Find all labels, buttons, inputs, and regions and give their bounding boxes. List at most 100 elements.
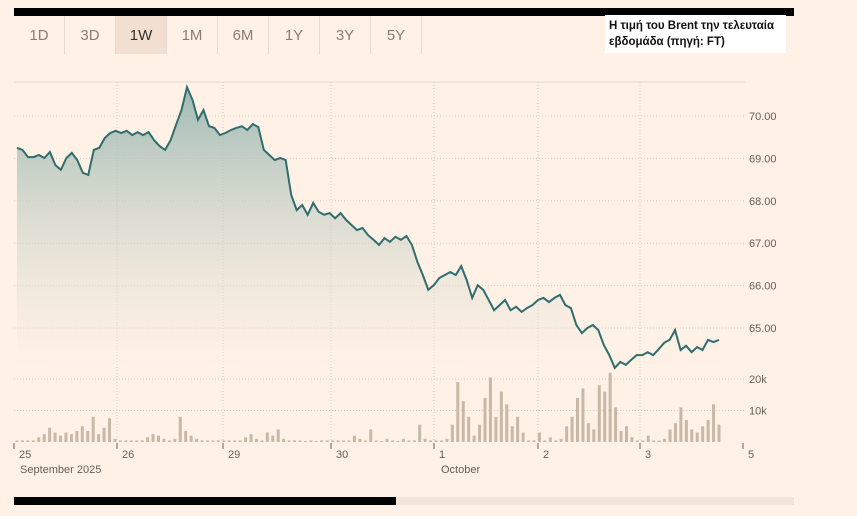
volume-bar [211,440,215,442]
volume-bar [298,440,302,442]
volume-bar [162,438,166,442]
volume-bar [314,441,318,442]
volume-bar [619,430,623,442]
volume-bar [80,426,84,442]
volume-bar [91,416,95,442]
volume-bar [86,430,90,442]
volume-bar [374,440,378,442]
volume-bar [178,416,182,442]
price-area [17,87,719,368]
tab-1y[interactable]: 1Y [269,16,320,54]
volume-bar [173,438,177,442]
volume-bar [597,385,601,442]
volume-bar [249,434,253,442]
volume-bar [624,426,628,442]
volume-bar [167,440,171,442]
volume-bar [352,435,356,442]
volume-bar [641,440,645,442]
volume-bar [69,434,73,442]
volume-bar [184,430,188,442]
volume-bar [75,430,79,442]
volume-bar [42,434,46,442]
top-rule [14,8,794,16]
volume-bar [690,429,694,442]
volume-bar [592,429,596,442]
volume-bar [287,440,291,442]
volume-bar [369,429,373,442]
volume-bar [695,432,699,442]
volume-bar [31,440,35,442]
volume-bar [554,440,558,442]
volume-bar [271,435,275,442]
price-tick-label: 67.00 [749,238,777,250]
volume-bar [113,438,117,442]
volume-bar [570,416,574,442]
volume-bar [390,440,394,442]
price-tick-label: 65.00 [749,323,777,335]
volume-bar [396,441,400,442]
volume-bar [156,435,160,442]
tab-5y[interactable]: 5Y [371,16,422,54]
volume-bar [559,438,563,442]
volume-bar [537,432,541,442]
volume-bar [608,372,612,442]
volume-bar [320,440,324,442]
x-tick-label: 30 [336,449,348,461]
volume-bar [429,440,433,442]
price-line [16,84,720,370]
volume-bar [53,432,57,442]
tab-3d[interactable]: 3D [65,16,116,54]
volume-bar [478,424,482,442]
volume-bar [461,401,465,442]
volume-bar [129,440,133,442]
volume-bar [303,441,307,442]
volume-bar [216,440,220,442]
volume-bar [712,404,716,442]
scrollbar-thumb[interactable] [14,497,396,505]
volume-bar [189,435,193,442]
volume-bar [401,438,405,442]
x-tick-label: 2 [543,449,549,461]
tab-1m[interactable]: 1M [167,16,218,54]
month-label: September 2025 [20,464,101,476]
volume-bar [244,437,248,442]
volume-bar [673,423,677,442]
volume-bar [439,440,443,442]
volume-bar [423,438,427,442]
price-tick-label: 66.00 [749,281,777,293]
volume-bar [510,426,514,442]
tab-6m[interactable]: 6M [218,16,269,54]
volume-tick-label: 10k [749,406,767,418]
volume-bar [265,432,269,442]
x-tick-label: 3 [645,449,651,461]
price-tick-label: 69.00 [749,153,777,165]
volume-bar [434,440,438,442]
volume-bar [706,419,710,442]
volume-bar [543,440,547,442]
volume-bar [108,418,112,442]
tab-1d[interactable]: 1D [14,16,65,54]
volume-bar [603,391,607,442]
volume-bar [472,435,476,442]
volume-bar [135,440,139,442]
chart-scrollbar[interactable] [14,497,794,505]
volume-bar [652,440,656,442]
volume-bar [97,434,101,442]
volume-bar [15,440,19,442]
tab-1w[interactable]: 1W [116,16,167,54]
volume-bar [407,440,411,442]
price-tick-label: 70.00 [749,111,777,123]
volume-bar [385,438,389,442]
range-tabs: 1D 3D 1W 1M 6M 1Y 3Y 5Y [14,16,422,54]
volume-bar [532,440,536,442]
volume-bar [254,438,258,442]
volume-bar [151,434,155,442]
volume-bar [102,427,106,442]
volume-bar [663,438,667,442]
volume-bar [20,440,24,442]
volume-bar [499,391,503,442]
month-label: October [441,464,480,476]
volume-bar [238,440,242,442]
tab-3y[interactable]: 3Y [320,16,371,54]
volume-bar [227,440,231,442]
